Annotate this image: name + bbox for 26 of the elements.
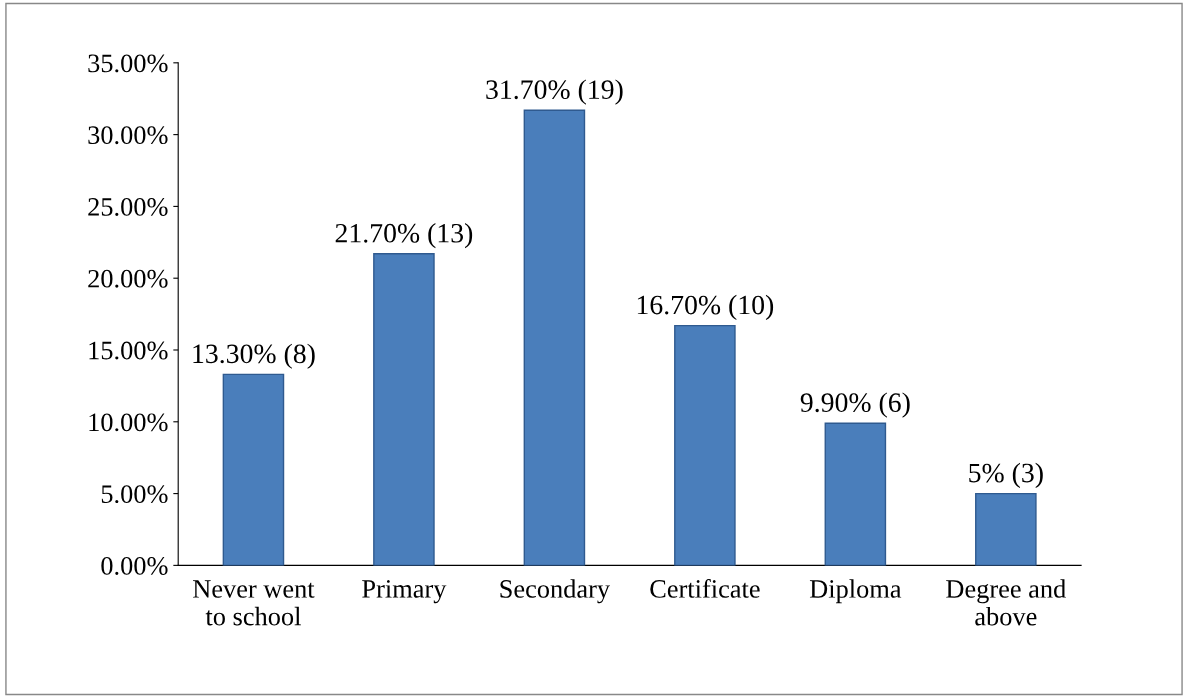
- bar: [222, 373, 285, 566]
- y-tick-label: 30.00%: [88, 126, 168, 145]
- bar: [975, 492, 1037, 566]
- x-tick-label: Never went to school: [193, 580, 315, 626]
- data-label: 21.70% (13): [335, 223, 473, 249]
- bar: [674, 324, 736, 566]
- x-tick-label: Degree and above: [946, 579, 1066, 626]
- data-label: 9.90% (6): [800, 392, 910, 418]
- bar: [373, 253, 435, 566]
- data-label: 5% (3): [969, 462, 1043, 489]
- y-tick-label: 0.00%: [101, 556, 168, 575]
- y-tick-label: 20.00%: [88, 269, 168, 288]
- x-tick-label: Secondary: [500, 579, 610, 604]
- y-tick-label: 15.00%: [89, 341, 168, 360]
- bar: [523, 109, 586, 566]
- data-label: 13.30% (8): [193, 343, 315, 369]
- data-label: 31.70% (19): [486, 79, 623, 105]
- x-tick-label: Primary: [362, 580, 447, 604]
- x-tick-label: Diploma: [809, 579, 902, 604]
- bar: [824, 422, 887, 566]
- y-tick-label: 5.00%: [101, 485, 168, 504]
- data-label: 16.70% (10): [637, 294, 774, 321]
- y-tick-label: 25.00%: [88, 198, 168, 216]
- y-tick-label: 10.00%: [89, 413, 168, 432]
- x-tick-label: Certificate: [650, 579, 760, 598]
- y-tick-label: 35.00%: [88, 54, 168, 73]
